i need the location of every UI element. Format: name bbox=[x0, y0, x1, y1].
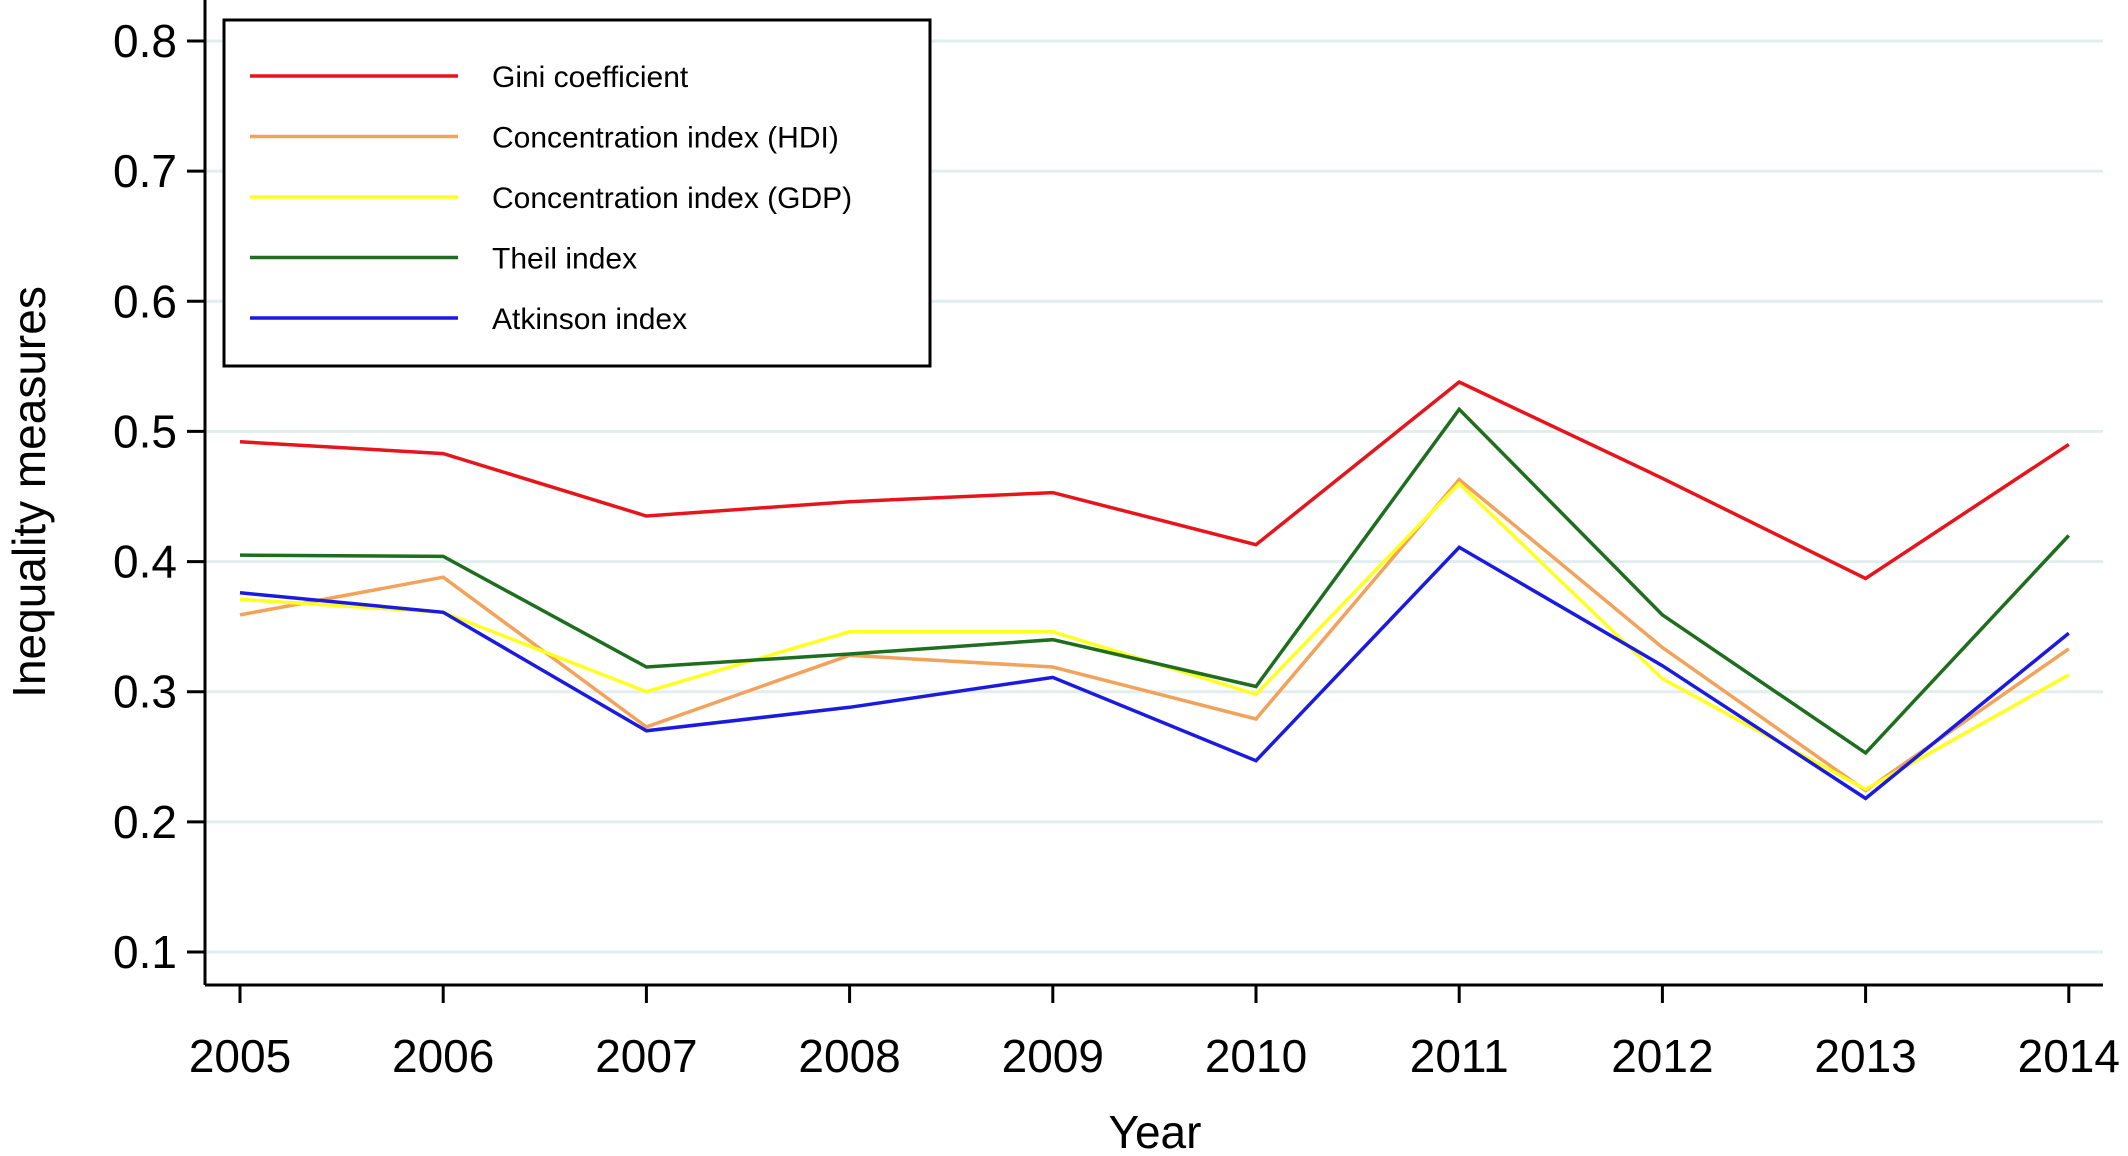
series-line-1 bbox=[239, 379, 2070, 581]
y-tick-label: 0.8 bbox=[113, 15, 177, 67]
y-ticks: 0.1 0.2 0.3 0.4 0.5 0.6 0.7 0.8 bbox=[113, 15, 205, 978]
x-tick-label: 2006 bbox=[392, 1030, 494, 1082]
y-tick-label: 0.1 bbox=[113, 926, 177, 978]
legend-items: Gini coefficient Concentration index (HDI… bbox=[250, 61, 852, 336]
y-tick-label: 0.6 bbox=[113, 275, 177, 327]
legend-label: Gini coefficient bbox=[492, 61, 689, 94]
series-line-2 bbox=[239, 477, 2070, 793]
x-tick-label: 2008 bbox=[798, 1030, 900, 1082]
legend-label: Theil index bbox=[492, 243, 637, 276]
y-tick-label: 0.3 bbox=[113, 666, 177, 718]
x-tick-label: 2011 bbox=[1410, 1030, 1509, 1082]
x-tick-label: 2007 bbox=[595, 1030, 697, 1082]
y-tick-label: 0.5 bbox=[113, 405, 177, 457]
x-axis-title: Year bbox=[1109, 1106, 1202, 1156]
legend-label: Concentration index (HDI) bbox=[492, 122, 839, 155]
series-lines bbox=[239, 379, 2071, 801]
legend: Gini coefficient Concentration index (HDI… bbox=[222, 18, 932, 368]
x-ticks: 2005 2006 2007 2008 2009 2010 2011 2012 2013 2014 bbox=[189, 985, 2120, 1082]
legend-label: Concentration index (GDP) bbox=[492, 182, 852, 215]
x-tick-label: 2005 bbox=[189, 1030, 291, 1082]
y-tick-label: 0.2 bbox=[113, 796, 177, 848]
y-tick-label: 0.7 bbox=[113, 145, 177, 197]
x-tick-label: 2010 bbox=[1205, 1030, 1307, 1082]
y-tick-label: 0.4 bbox=[113, 536, 177, 588]
x-tick-label: 2009 bbox=[1002, 1030, 1104, 1082]
y-axis-title: Inequality measures bbox=[3, 286, 55, 698]
x-tick-label: 2013 bbox=[1814, 1030, 1916, 1082]
x-tick-label: 2012 bbox=[1611, 1030, 1713, 1082]
series-line-3 bbox=[239, 481, 2070, 792]
series-line-4 bbox=[239, 406, 2071, 756]
x-tick-label: 2014 bbox=[2018, 1030, 2120, 1082]
legend-label: Atkinson index bbox=[492, 303, 687, 336]
series-line-5 bbox=[239, 545, 2070, 801]
